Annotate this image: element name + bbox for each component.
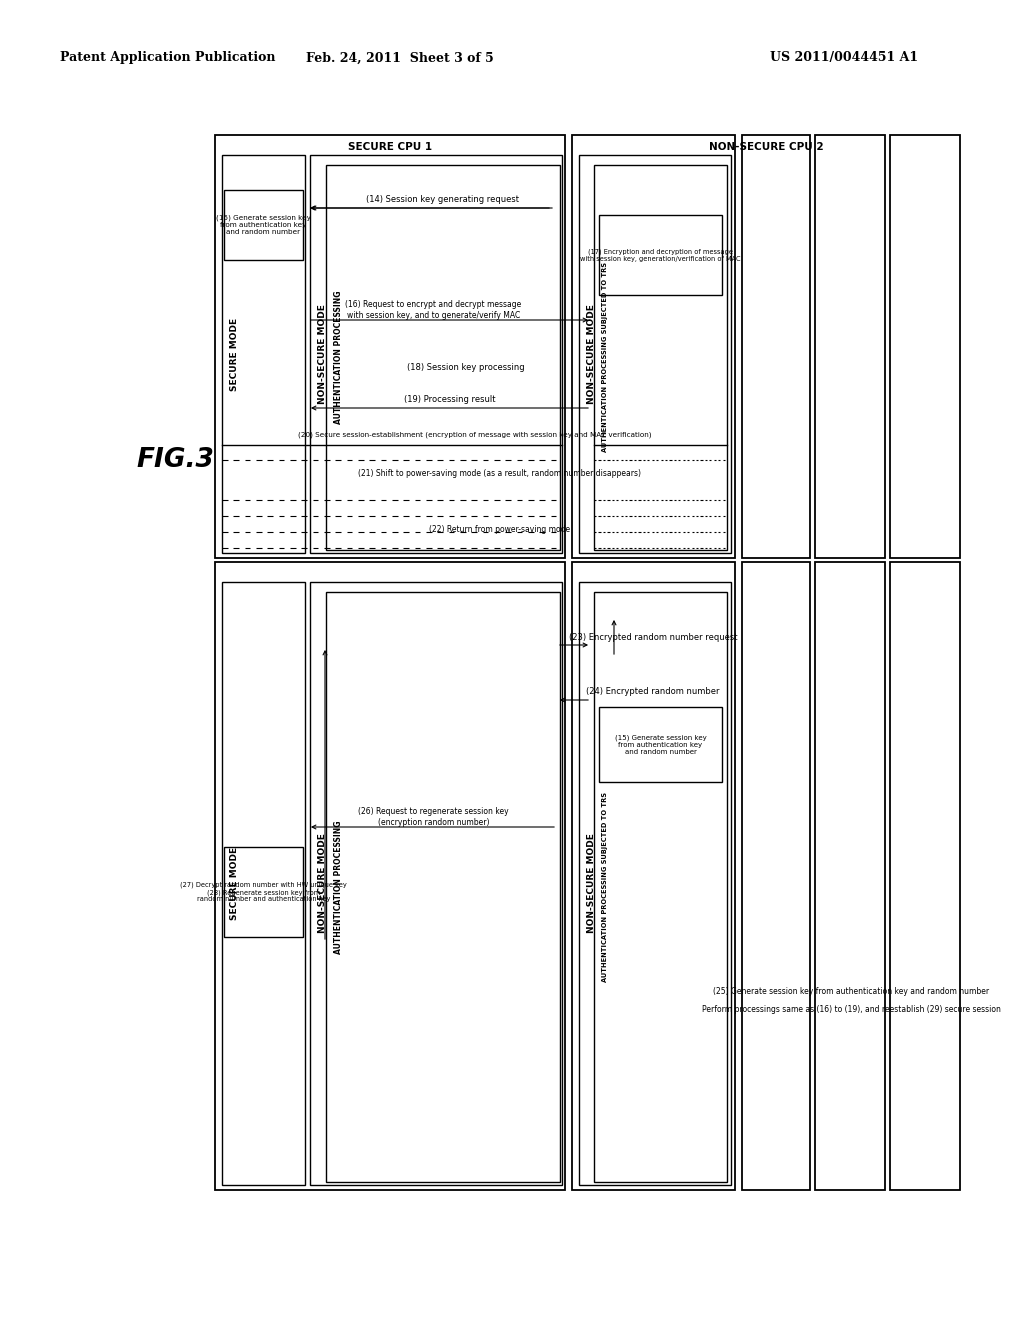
Text: AUTHENTICATION PROCESSING: AUTHENTICATION PROCESSING [334, 290, 343, 424]
Text: (20) Secure session-establishment (encryption of message with session key and MA: (20) Secure session-establishment (encry… [298, 432, 651, 438]
Bar [310, 154, 562, 553]
Bar [215, 135, 565, 558]
Text: Perform processings same as (16) to (19), and reestablish (29) secure session: Perform processings same as (16) to (19)… [701, 1006, 1000, 1015]
Bar [815, 135, 885, 558]
Bar [594, 591, 727, 1181]
Bar [326, 591, 560, 1181]
Bar [572, 562, 735, 1191]
Text: Feb. 24, 2011  Sheet 3 of 5: Feb. 24, 2011 Sheet 3 of 5 [306, 51, 494, 65]
Text: NON-SECURE MODE: NON-SECURE MODE [587, 833, 596, 933]
Text: (25) Generate session key from authentication key and random number: (25) Generate session key from authentic… [713, 987, 989, 997]
Bar [215, 562, 565, 1191]
Bar [599, 215, 722, 294]
Bar [224, 190, 303, 260]
Bar [890, 135, 961, 558]
Text: SECURE MODE: SECURE MODE [230, 847, 239, 920]
Text: NON-SECURE MODE: NON-SECURE MODE [318, 304, 327, 404]
Bar [222, 154, 305, 553]
Text: AUTHENTICATION PROCESSING SUBJECTED TO TRS: AUTHENTICATION PROCESSING SUBJECTED TO T… [602, 263, 608, 453]
Text: (23) Encrypted random number request: (23) Encrypted random number request [568, 632, 737, 642]
Bar [572, 135, 735, 558]
Text: (16) Request to encrypt and decrypt message
with session key, and to generate/ve: (16) Request to encrypt and decrypt mess… [345, 300, 521, 319]
Text: AUTHENTICATION PROCESSING: AUTHENTICATION PROCESSING [334, 820, 343, 954]
Bar [815, 562, 885, 1191]
Text: NON-SECURE MODE: NON-SECURE MODE [587, 304, 596, 404]
Text: SECURE CPU 1: SECURE CPU 1 [348, 143, 432, 152]
Text: (19) Processing result: (19) Processing result [403, 396, 496, 404]
Bar [594, 165, 727, 550]
Text: (24) Encrypted random number: (24) Encrypted random number [587, 688, 720, 697]
Text: (15) Generate session key
from authentication key
and random number: (15) Generate session key from authentic… [216, 215, 311, 235]
Text: US 2011/0044451 A1: US 2011/0044451 A1 [770, 51, 919, 65]
Bar [224, 847, 303, 937]
Bar [890, 562, 961, 1191]
Text: (18) Session key processing: (18) Session key processing [408, 363, 525, 372]
Bar [599, 708, 722, 781]
Bar [222, 582, 305, 1185]
Bar [310, 582, 562, 1185]
Bar [579, 154, 731, 553]
Bar [742, 135, 810, 558]
Text: Patent Application Publication: Patent Application Publication [60, 51, 275, 65]
Text: (14) Session key generating request: (14) Session key generating request [367, 195, 519, 205]
Text: NON-SECURE CPU 2: NON-SECURE CPU 2 [709, 143, 823, 152]
Text: (15) Generate session key
from authentication key
and random number: (15) Generate session key from authentic… [614, 734, 707, 755]
Bar [326, 165, 560, 550]
Text: NON-SECURE MODE: NON-SECURE MODE [318, 833, 327, 933]
Bar [742, 562, 810, 1191]
Bar [579, 582, 731, 1185]
Text: (17) Encryption and decryption of message
with session key, generation/verificat: (17) Encryption and decryption of messag… [581, 248, 740, 261]
Text: (22) Return from power-saving mode: (22) Return from power-saving mode [429, 525, 570, 535]
Text: (27) Decrypt random number with HW unique key
(28) Regenerate session key from
r: (27) Decrypt random number with HW uniqu… [180, 882, 347, 903]
Text: SECURE MODE: SECURE MODE [230, 317, 239, 391]
Text: (21) Shift to power-saving mode (as a result, random number disappears): (21) Shift to power-saving mode (as a re… [358, 470, 641, 479]
Text: FIG.3: FIG.3 [136, 447, 214, 473]
Text: AUTHENTICATION PROCESSING SUBJECTED TO TRS: AUTHENTICATION PROCESSING SUBJECTED TO T… [602, 792, 608, 982]
Text: (26) Request to regenerate session key
(encryption random number): (26) Request to regenerate session key (… [358, 808, 509, 826]
